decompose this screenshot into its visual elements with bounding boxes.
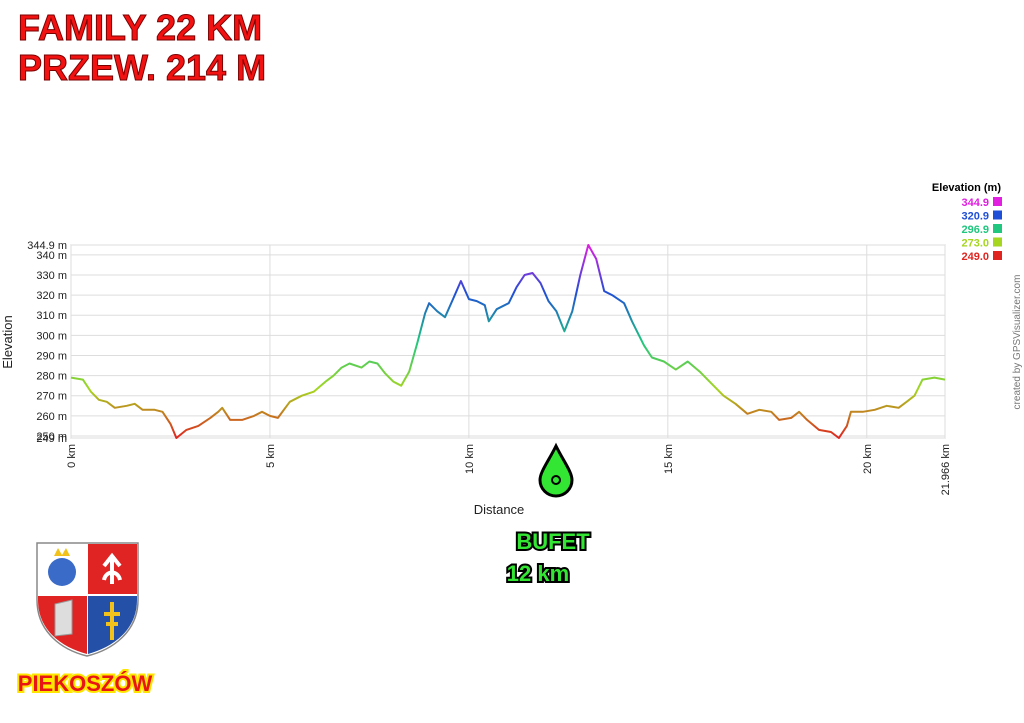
x-tick-label: 10 km	[464, 444, 476, 474]
legend-swatch	[993, 210, 1002, 220]
y-tick-label: 260 m	[36, 411, 67, 423]
grid	[70, 244, 946, 439]
legend-label: 296.9	[961, 224, 989, 236]
y-tick-label: 344.9 m	[27, 240, 67, 252]
x-tick-label: 15 km	[663, 444, 675, 474]
subtitle: PRZEW. 214 M	[18, 47, 266, 88]
y-tick-label: 300 m	[36, 330, 67, 342]
x-tick-label: 5 km	[265, 444, 277, 468]
legend-swatch	[993, 237, 1002, 247]
y-tick-label: 320 m	[36, 290, 67, 302]
y-tick-label: 250 m	[36, 431, 67, 443]
y-tick-label: 340 m	[36, 250, 67, 262]
y-tick-label: 310 m	[36, 310, 67, 322]
y-tick-label: 249 m	[36, 433, 67, 445]
legend-label: 273.0	[961, 238, 989, 250]
plot-area	[70, 244, 946, 439]
legend-label: 320.9	[961, 211, 989, 223]
x-tick-label: 21.966 km	[940, 444, 952, 495]
legend-swatch	[993, 224, 1002, 233]
legend-label: 249.0	[961, 251, 989, 263]
drop-icon	[538, 442, 574, 498]
y-tick-label: 270 m	[36, 391, 67, 403]
x-tick-label: 20 km	[862, 444, 874, 474]
legend-title: Elevation (m)	[932, 182, 1001, 194]
legend-label: 344.9	[961, 197, 989, 209]
x-tick-label: 0 km	[66, 444, 78, 468]
annotation-title: BUFET	[516, 529, 590, 554]
legend-swatch	[993, 197, 1002, 206]
y-tick-label: 290 m	[36, 350, 67, 362]
legend-swatch	[993, 251, 1002, 260]
y-axis-label: Elevation	[0, 315, 15, 368]
y-tick-label: 280 m	[36, 371, 67, 383]
x-axis-label: Distance	[474, 502, 525, 517]
annotation-label: 12 km	[507, 561, 569, 586]
title: FAMILY 22 KM	[18, 7, 262, 48]
y-tick-label: 330 m	[36, 270, 67, 282]
coat-of-arms	[36, 542, 139, 657]
town-name: PIEKOSZÓW	[18, 671, 153, 696]
elevation-line	[70, 244, 946, 439]
credit: created by GPSVisualizer.com	[1012, 275, 1023, 410]
